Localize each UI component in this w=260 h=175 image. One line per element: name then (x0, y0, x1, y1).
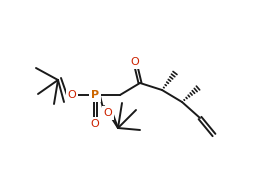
Text: P: P (91, 90, 99, 100)
Text: O: O (131, 57, 139, 67)
Text: O: O (68, 90, 76, 100)
Text: O: O (91, 119, 99, 129)
Text: O: O (104, 108, 112, 118)
